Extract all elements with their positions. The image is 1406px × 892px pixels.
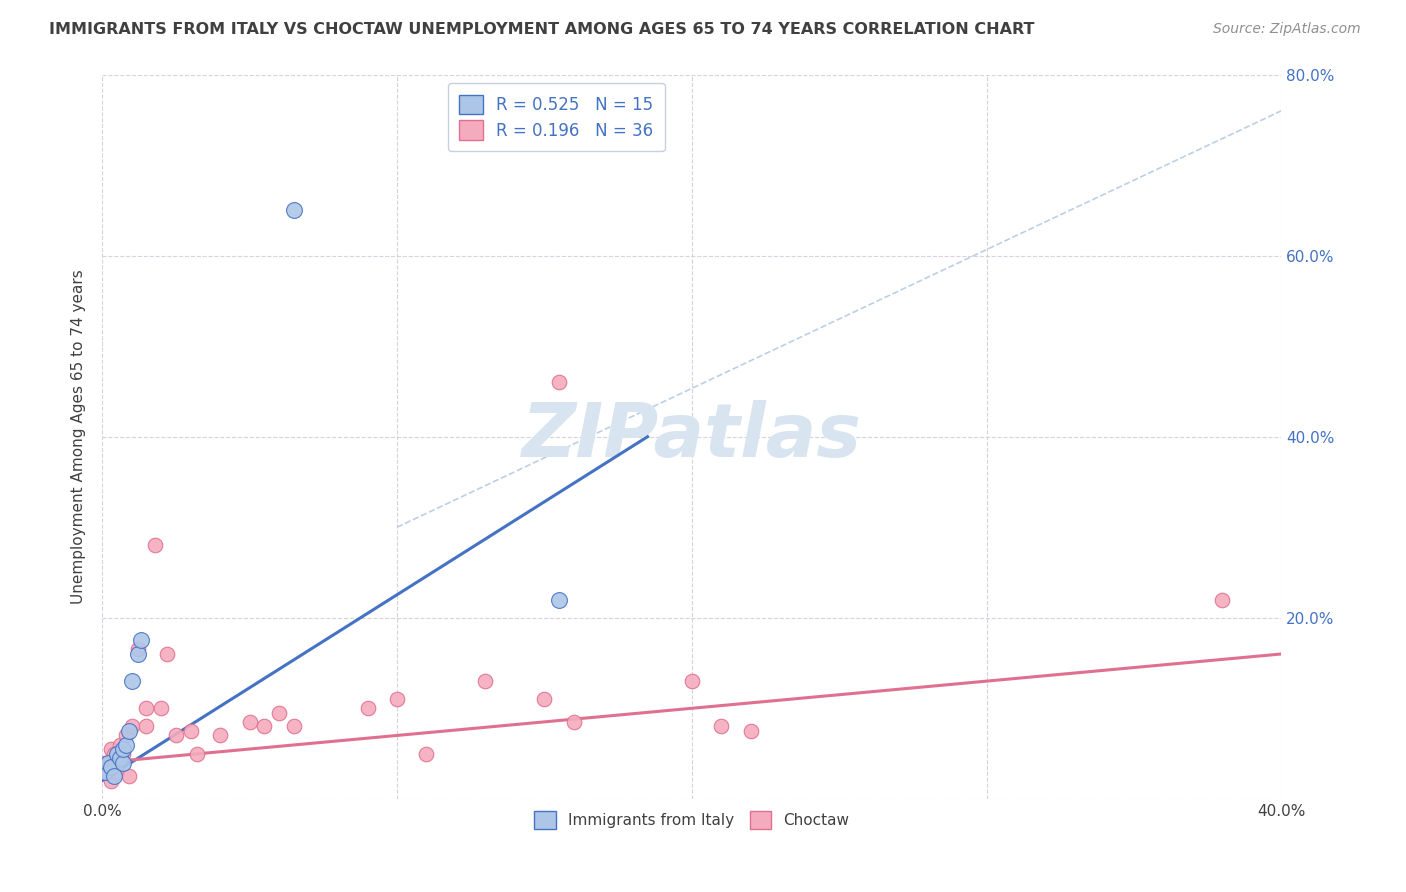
Point: [100, 742, 122, 756]
Point: [108, 738, 131, 752]
Y-axis label: Unemployment Among Ages 65 to 74 years: Unemployment Among Ages 65 to 74 years: [72, 269, 86, 604]
Point: [283, 203, 305, 218]
Point: [111, 742, 134, 756]
Point: [548, 376, 571, 390]
Point: [710, 719, 733, 733]
Point: [108, 751, 131, 765]
Point: [94, 764, 117, 779]
Point: [121, 674, 143, 689]
Point: [127, 647, 149, 661]
Point: [114, 728, 136, 742]
Point: [474, 674, 496, 689]
Text: Source: ZipAtlas.com: Source: ZipAtlas.com: [1213, 22, 1361, 37]
Point: [156, 647, 179, 661]
Point: [127, 642, 149, 657]
Point: [681, 674, 703, 689]
Point: [135, 701, 157, 715]
Point: [100, 773, 122, 788]
Point: [103, 747, 125, 761]
Point: [385, 692, 408, 706]
Point: [97, 756, 120, 770]
Point: [129, 633, 152, 648]
Point: [103, 769, 125, 783]
Point: [105, 747, 128, 761]
Legend: Immigrants from Italy, Choctaw: Immigrants from Italy, Choctaw: [529, 805, 855, 835]
Point: [143, 538, 166, 552]
Text: ZIPatlas: ZIPatlas: [522, 401, 862, 473]
Point: [150, 701, 173, 715]
Point: [94, 756, 117, 770]
Text: IMMIGRANTS FROM ITALY VS CHOCTAW UNEMPLOYMENT AMONG AGES 65 TO 74 YEARS CORRELAT: IMMIGRANTS FROM ITALY VS CHOCTAW UNEMPLO…: [49, 22, 1035, 37]
Point: [253, 719, 276, 733]
Point: [239, 714, 262, 729]
Point: [118, 723, 141, 738]
Point: [267, 706, 290, 720]
Point: [180, 723, 202, 738]
Point: [114, 738, 136, 752]
Point: [740, 723, 762, 738]
Point: [1211, 592, 1233, 607]
Point: [283, 719, 305, 733]
Point: [356, 701, 378, 715]
Point: [111, 756, 134, 770]
Point: [209, 728, 232, 742]
Point: [105, 764, 128, 779]
Point: [165, 728, 187, 742]
Point: [533, 692, 555, 706]
Point: [100, 760, 122, 774]
Point: [121, 719, 143, 733]
Point: [97, 764, 120, 779]
Point: [111, 747, 134, 761]
Point: [186, 747, 208, 761]
Point: [548, 592, 571, 607]
Point: [135, 719, 157, 733]
Point: [118, 769, 141, 783]
Point: [415, 747, 437, 761]
Point: [562, 714, 585, 729]
